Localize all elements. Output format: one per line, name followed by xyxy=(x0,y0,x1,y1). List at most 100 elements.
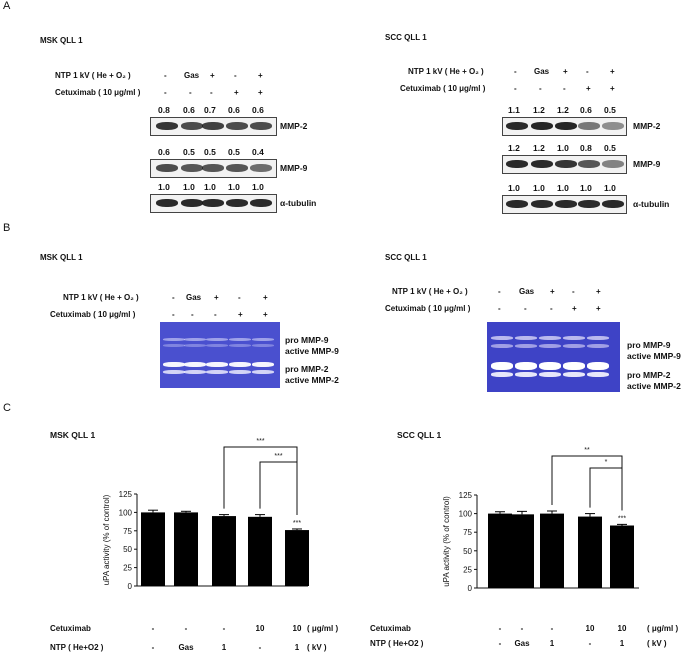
blot-band xyxy=(578,200,600,208)
y-tick-label: 100 xyxy=(459,510,473,519)
ntp-sign: + xyxy=(563,67,568,76)
gel-band xyxy=(563,372,585,377)
gel-band xyxy=(491,362,513,370)
ntp-sign: + xyxy=(596,287,601,296)
significance-label: *** xyxy=(618,515,626,522)
ntp-dose-value: 1 xyxy=(620,639,625,648)
gel-band xyxy=(163,370,185,374)
densitometry-value: 0.7 xyxy=(204,105,216,115)
gel-band xyxy=(587,362,609,370)
bar xyxy=(141,512,165,586)
significance-bracket xyxy=(223,446,298,515)
y-axis-label: uPA activity (% of control) xyxy=(442,496,451,587)
blot-band xyxy=(555,160,577,168)
densitometry-value: 1.0 xyxy=(228,182,240,192)
gel-band xyxy=(491,336,513,340)
blot-band xyxy=(181,199,203,207)
significance-bracket xyxy=(551,455,623,511)
densitometry-value: 0.6 xyxy=(228,105,240,115)
cetuximab-sign: - xyxy=(210,88,213,97)
chart-title: MSK QLL 1 xyxy=(50,430,95,440)
zymogram-marker-label: pro MMP-2 xyxy=(285,364,329,374)
gel-band xyxy=(184,362,206,367)
panel-a-right-ntp-label: NTP 1 kV ( He + O₂ ) xyxy=(408,67,484,76)
ntp-sign: + xyxy=(210,71,215,80)
blot-band xyxy=(578,122,600,130)
blot-protein-label: MMP-2 xyxy=(280,121,308,131)
ntp-sign: - xyxy=(586,67,589,76)
gel-band xyxy=(539,362,561,370)
gel-band xyxy=(515,336,537,340)
panel-a-right-cell-line: SCC QLL 1 xyxy=(385,33,427,42)
y-tick-label: 50 xyxy=(123,545,132,554)
gel-band xyxy=(184,338,206,341)
cetuximab-dose-value: - xyxy=(521,624,524,633)
panel-b-letter: B xyxy=(3,222,11,234)
bar xyxy=(510,514,534,588)
y-axis-label: uPA activity (% of control) xyxy=(102,494,111,585)
cetuximab-dose-value: - xyxy=(551,624,554,633)
cetuximab-sign: - xyxy=(164,88,167,97)
ntp-sign: + xyxy=(258,71,263,80)
cetuximab-sign: - xyxy=(524,304,527,313)
blot-band xyxy=(602,122,624,130)
western-blot-strip xyxy=(502,117,627,136)
ntp-sign: + xyxy=(214,293,219,302)
blot-band xyxy=(531,160,553,168)
cetuximab-dose-value: 10 xyxy=(293,624,302,633)
densitometry-value: 1.0 xyxy=(557,143,569,153)
y-tick-label: 25 xyxy=(463,565,472,574)
cetuximab-sign: - xyxy=(191,310,194,319)
zymogram-marker-label: pro MMP-9 xyxy=(285,335,329,345)
blot-band xyxy=(250,122,272,130)
gel-band xyxy=(252,362,274,367)
densitometry-value: 0.6 xyxy=(158,147,170,157)
cetuximab-dose-value: - xyxy=(223,624,226,633)
blot-band xyxy=(226,164,248,172)
cetuximab-dose-value: - xyxy=(152,624,155,633)
cetuximab-sign: + xyxy=(586,84,591,93)
gel-band xyxy=(229,338,251,341)
cetuximab-sign: + xyxy=(596,304,601,313)
panel-b-right-cetux-label: Cetuximab ( 10 μg/ml ) xyxy=(385,304,471,313)
blot-band xyxy=(250,199,272,207)
ntp-dose-value: - xyxy=(589,639,592,648)
gel-band xyxy=(587,372,609,377)
blot-band xyxy=(181,164,203,172)
densitometry-value: 0.5 xyxy=(228,147,240,157)
ntp-dose-value: 1 xyxy=(222,643,227,652)
gel-band xyxy=(539,372,561,377)
blot-protein-label: MMP-2 xyxy=(633,121,661,131)
densitometry-value: 1.2 xyxy=(557,105,569,115)
densitometry-value: 1.0 xyxy=(604,183,616,193)
cetuximab-dose-value: 10 xyxy=(256,624,265,633)
panel-a-left-cell-line: MSK QLL 1 xyxy=(40,36,83,45)
densitometry-value: 1.1 xyxy=(508,105,520,115)
panel-a-left-ntp-label: NTP 1 kV ( He + O₂ ) xyxy=(55,71,131,80)
cetuximab-sign: + xyxy=(234,88,239,97)
densitometry-value: 0.6 xyxy=(252,105,264,115)
panel-b-left-cell-line: MSK QLL 1 xyxy=(40,253,83,262)
cetuximab-sign: - xyxy=(563,84,566,93)
gel-band xyxy=(229,362,251,367)
cetuximab-dose-value: - xyxy=(499,624,502,633)
densitometry-value: 1.0 xyxy=(557,183,569,193)
bar xyxy=(285,530,309,586)
cetuximab-sign: + xyxy=(263,310,268,319)
densitometry-value: 1.0 xyxy=(580,183,592,193)
cetuximab-unit: ( μg/ml ) xyxy=(307,624,338,633)
densitometry-value: 0.4 xyxy=(252,147,264,157)
gel-band xyxy=(491,344,513,348)
ntp-dose-value: - xyxy=(152,643,155,652)
gel-band xyxy=(163,338,185,341)
densitometry-value: 0.5 xyxy=(604,143,616,153)
chart-left-msk: MSK QLL 1 0 25 50 75 100 125 uPA activity (% of… xyxy=(50,430,338,652)
gel-band xyxy=(229,370,251,374)
blot-band xyxy=(602,200,624,208)
blot-band xyxy=(555,122,577,130)
panel-b-left-zymogram xyxy=(160,322,280,388)
gel-band xyxy=(252,370,274,374)
densitometry-value: 1.0 xyxy=(252,182,264,192)
densitometry-value: 0.6 xyxy=(183,105,195,115)
gel-band xyxy=(184,344,206,347)
